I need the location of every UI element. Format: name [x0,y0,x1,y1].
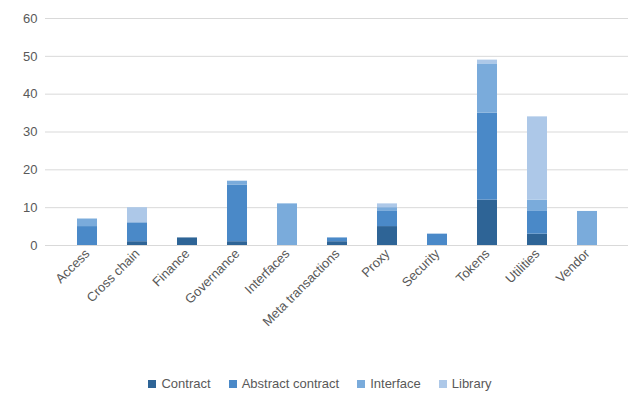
svg-text:Proxy: Proxy [358,246,392,280]
svg-text:30: 30 [23,124,37,139]
html-text:Library: Library [451,376,492,391]
svg-text:Meta transactions: Meta transactions [259,246,343,330]
svg-text:60: 60 [23,11,37,26]
svg-text:Access: Access [52,246,93,287]
svg-text:Cross chain: Cross chain [83,246,142,305]
svg-text:Security: Security [399,246,443,290]
svg-text:40: 40 [23,86,37,101]
svg-text:Vendor: Vendor [553,245,593,285]
svg-text:Interfaces: Interfaces [242,246,293,297]
html-text:Interface: Interface [370,376,421,391]
html-text:Contract: Contract [161,376,211,391]
svg-text:10: 10 [23,200,37,215]
html-text:Abstract contract: Abstract contract [241,376,340,391]
svg-text:20: 20 [23,162,37,177]
svg-text:Governance: Governance [182,246,243,307]
svg-text:Tokens: Tokens [453,246,493,286]
svg-text:Finance: Finance [149,246,192,289]
svg-text:50: 50 [23,48,37,63]
svg-text:0: 0 [30,238,37,253]
svg-text:Utilities: Utilities [502,246,543,287]
